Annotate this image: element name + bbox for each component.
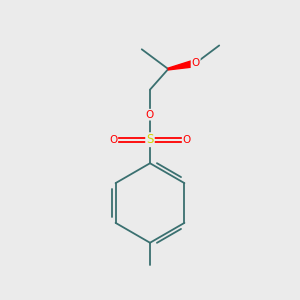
Polygon shape xyxy=(168,60,197,70)
Text: O: O xyxy=(183,135,191,145)
Text: O: O xyxy=(191,58,200,68)
Text: S: S xyxy=(146,133,154,146)
Text: O: O xyxy=(109,135,117,145)
Text: O: O xyxy=(146,110,154,120)
